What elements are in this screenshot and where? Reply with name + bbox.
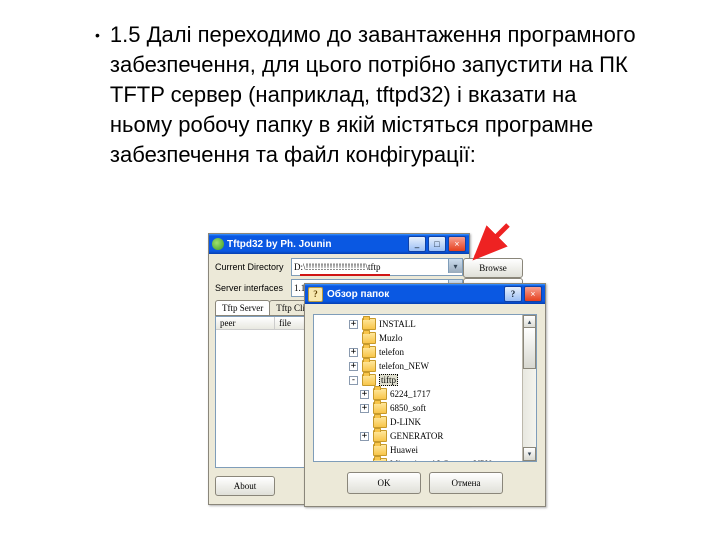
bullet-text: 1.5 Далі переходимо до завантаження прог… [110, 20, 640, 170]
tree-item[interactable]: +6850_soft [314, 401, 536, 415]
folder-icon [362, 374, 376, 386]
browse-dialog: ? Обзор папок ? × +INSTALLMuzlo+telefon+… [304, 283, 546, 507]
tree-item[interactable]: + telefon_NEW [314, 359, 536, 373]
folder-icon [373, 388, 387, 400]
tree-item[interactable]: - tiftp [314, 373, 536, 387]
folder-label: GENERATOR [390, 431, 443, 441]
folder-icon [373, 430, 387, 442]
tree-scrollbar[interactable]: ▴ ▾ [522, 315, 536, 461]
tab-tftp-server[interactable]: Tftp Server [215, 300, 270, 315]
current-dir-value: D:\!!!!!!!!!!!!!!!!!!!!\tftp [294, 262, 380, 272]
scroll-down-button[interactable]: ▾ [523, 447, 536, 461]
dropdown-arrow-icon: ▾ [448, 259, 462, 273]
slide: • 1.5 Далі переходимо до завантаження пр… [0, 0, 720, 540]
bullet-dot: • [95, 20, 100, 50]
tree-item[interactable]: D-LINK [314, 415, 536, 429]
expand-toggle[interactable]: + [360, 404, 369, 413]
browse-body: +INSTALLMuzlo+telefon+telefon_NEW-tiftp+… [305, 304, 545, 500]
about-button[interactable]: About [215, 476, 275, 496]
folder-icon [373, 402, 387, 414]
folder-icon [362, 332, 376, 344]
tftpd-icon [212, 238, 224, 250]
expand-toggle[interactable]: + [349, 362, 358, 371]
browse-win-buttons: ? × [504, 286, 542, 302]
folder-label: D-LINK [390, 417, 421, 427]
current-dir-label: Current Directory [215, 262, 287, 272]
folder-icon [373, 458, 387, 462]
folder-label: INSTALL [379, 319, 416, 329]
ok-button[interactable]: OK [347, 472, 421, 494]
maximize-button[interactable]: □ [428, 236, 446, 252]
col-peer[interactable]: peer [216, 317, 275, 329]
tftpd-titlebar: Tftpd32 by Ph. Jounin _ □ × [209, 234, 469, 254]
folder-label: 6224_1717 [390, 389, 431, 399]
browse-titlebar: ? Обзор папок ? × [305, 284, 545, 304]
bullet: • 1.5 Далі переходимо до завантаження пр… [95, 20, 640, 170]
red-underline [300, 274, 390, 276]
dialog-icon: ? [308, 287, 323, 302]
current-dir-row: Current Directory D:\!!!!!!!!!!!!!!!!!!!… [215, 258, 463, 276]
folder-label: Huawei [390, 445, 418, 455]
expand-toggle[interactable]: + [349, 320, 358, 329]
folder-tree[interactable]: +INSTALLMuzlo+telefon+telefon_NEW-tiftp+… [313, 314, 537, 462]
folder-icon [362, 346, 376, 358]
close-button[interactable]: × [448, 236, 466, 252]
folder-label: telefon_NEW [379, 361, 429, 371]
scroll-thumb[interactable] [523, 327, 536, 369]
minimize-button[interactable]: _ [408, 236, 426, 252]
tree-item[interactable]: Muzlo [314, 331, 536, 345]
tree-item[interactable]: + INSTALL [314, 317, 536, 331]
folder-icon [373, 444, 387, 456]
tree-item[interactable]: Huawei [314, 443, 536, 457]
tree-item[interactable]: + GENERATOR [314, 429, 536, 443]
folder-icon [373, 416, 387, 428]
tree-item[interactable]: +6224_1717 [314, 387, 536, 401]
folder-label: tiftp [379, 374, 398, 386]
dialog-buttons: OK Отмена [313, 466, 537, 494]
expand-toggle[interactable]: + [360, 390, 369, 399]
screenshot-area: Tftpd32 by Ph. Jounin _ □ × Current Dire… [208, 233, 548, 505]
expand-toggle[interactable]: + [360, 432, 369, 441]
tftpd-title: Tftpd32 by Ph. Jounin [227, 239, 408, 250]
folder-icon [362, 318, 376, 330]
folder-label: Migration_ALC_to_unVPN [390, 459, 492, 462]
folder-label: 6850_soft [390, 403, 426, 413]
folder-label: telefon [379, 347, 404, 357]
expand-toggle[interactable]: + [349, 348, 358, 357]
tree-item[interactable]: + telefon [314, 345, 536, 359]
folder-label: Muzlo [379, 333, 403, 343]
server-if-label: Server interfaces [215, 283, 287, 293]
window-buttons: _ □ × [408, 236, 466, 252]
expand-toggle[interactable]: - [349, 376, 358, 385]
folder-icon [362, 360, 376, 372]
help-button[interactable]: ? [504, 286, 522, 302]
current-dir-dropdown[interactable]: D:\!!!!!!!!!!!!!!!!!!!!\tftp ▾ [291, 258, 463, 276]
tree-item[interactable]: Migration_ALC_to_unVPN [314, 457, 536, 462]
browse-button[interactable]: Browse [463, 258, 523, 278]
browse-title: Обзор папок [327, 289, 504, 300]
browse-close-button[interactable]: × [524, 286, 542, 302]
cancel-button[interactable]: Отмена [429, 472, 503, 494]
